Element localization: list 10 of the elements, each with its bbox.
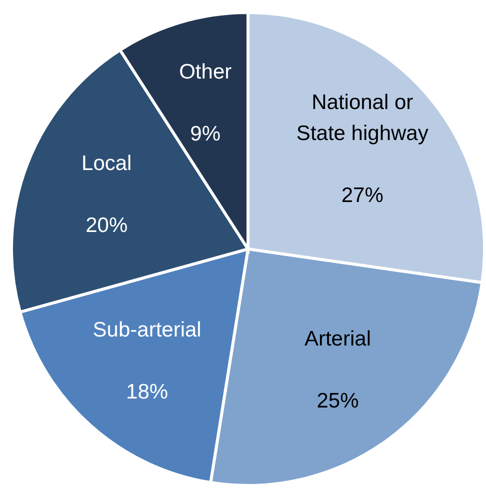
data-label: 9% (190, 122, 221, 146)
slice-label: Sub-arterial (92, 318, 202, 342)
slice-label: National or State highway (296, 91, 429, 146)
data-label: 27% (341, 184, 384, 208)
slice-label: Local (82, 152, 132, 175)
slice-label: Other (179, 60, 232, 84)
data-label: 20% (86, 214, 128, 237)
slice-label: Arterial (304, 328, 372, 351)
data-label: 25% (316, 390, 359, 413)
data-label: 18% (126, 380, 168, 404)
